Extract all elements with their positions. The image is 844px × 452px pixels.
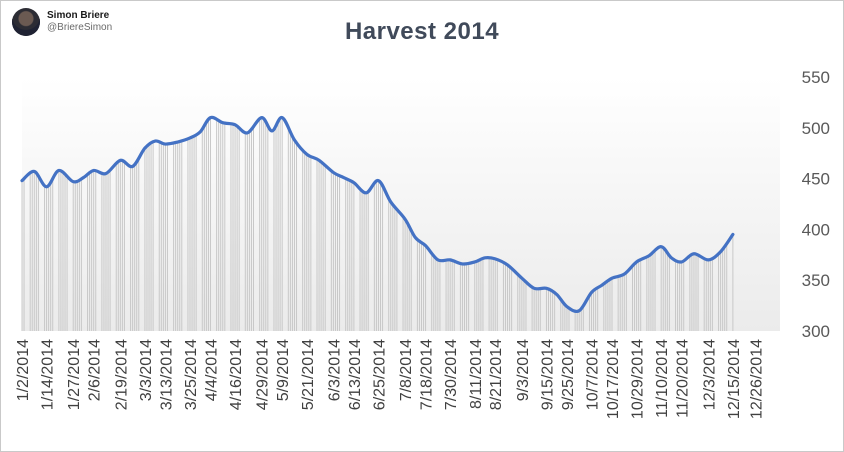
author-block[interactable]: Simon Briere @BriereSimon: [12, 8, 112, 36]
y-axis: 300 350 400 450 500 550: [802, 68, 830, 341]
bars-layer: [21, 117, 734, 331]
x-tick-label: 4/4/2014: [203, 339, 220, 401]
x-tick-label: 10/29/2014: [630, 339, 647, 419]
y-tick-label: 550: [802, 68, 830, 87]
x-tick-label: 11/20/2014: [675, 339, 692, 418]
x-tick-label: 5/21/2014: [300, 339, 317, 410]
x-tick-label: 6/25/2014: [371, 339, 388, 410]
avatar[interactable]: [12, 8, 40, 36]
x-tick-label: 4/16/2014: [228, 339, 245, 410]
x-tick-label: 4/29/2014: [255, 339, 272, 410]
series-line: [20, 115, 735, 314]
x-tick-label: 10/17/2014: [605, 339, 622, 419]
plot-area: [22, 77, 780, 331]
author-text: Simon Briere @BriereSimon: [47, 10, 112, 34]
x-tick-label: 1/14/2014: [40, 339, 57, 410]
x-tick-label: 12/15/2014: [726, 339, 743, 419]
x-tick-label: 9/3/2014: [515, 339, 532, 401]
x-tick-label: 1/27/2014: [66, 339, 83, 410]
x-axis: 1/2/2014 1/14/2014 1/27/2014 2/6/2014 2/19/2…: [15, 339, 765, 419]
y-tick-label: 500: [802, 119, 830, 138]
x-tick-label: 7/30/2014: [443, 339, 460, 410]
x-tick-label: 2/6/2014: [87, 339, 104, 401]
x-tick-label: 3/3/2014: [138, 339, 155, 401]
author-name: Simon Briere: [47, 10, 110, 21]
x-tick-label: 8/21/2014: [488, 339, 505, 410]
x-tick-label: 2/19/2014: [113, 339, 130, 410]
y-tick-label: 300: [802, 322, 830, 341]
x-tick-label: 10/7/2014: [585, 339, 602, 410]
x-tick-label: 5/9/2014: [275, 339, 292, 401]
x-tick-label: 12/26/2014: [748, 339, 765, 419]
y-tick-label: 400: [802, 220, 830, 239]
x-tick-label: 11/10/2014: [654, 339, 671, 418]
y-tick-label: 450: [802, 170, 830, 189]
x-tick-label: 7/8/2014: [398, 339, 415, 401]
x-tick-label: 12/3/2014: [701, 339, 718, 410]
x-tick-label: 6/3/2014: [326, 339, 343, 401]
x-tick-label: 3/25/2014: [183, 339, 200, 410]
x-tick-label: 9/25/2014: [560, 339, 577, 410]
chart-title: Harvest 2014: [344, 18, 500, 45]
x-tick-label: 8/11/2014: [468, 339, 485, 409]
x-tick-label: 3/13/2014: [158, 339, 175, 410]
x-tick-label: 1/2/2014: [15, 339, 32, 401]
line-layer: [20, 115, 735, 314]
x-tick-label: 6/13/2014: [347, 339, 364, 410]
author-handle: @BriereSimon: [47, 22, 113, 33]
y-tick-label: 350: [802, 271, 830, 290]
x-tick-label: 7/18/2014: [419, 339, 436, 410]
x-tick-label: 9/15/2014: [539, 339, 556, 410]
